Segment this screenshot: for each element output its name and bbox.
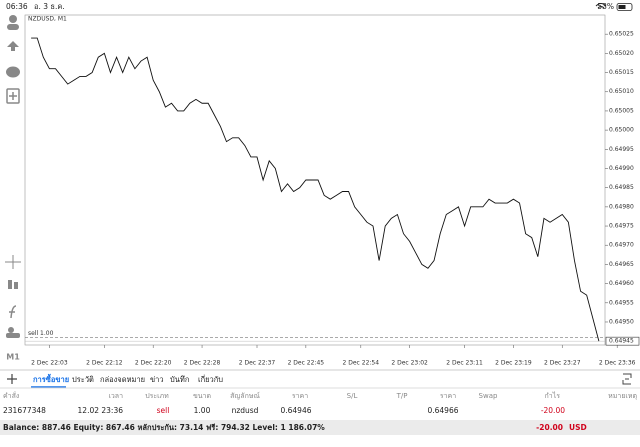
layout-button[interactable] bbox=[622, 373, 632, 385]
x-tick-label: 2 Dec 22:28 bbox=[184, 360, 221, 367]
y-tick-label: 0.65010 bbox=[609, 88, 634, 95]
wifi-icon bbox=[595, 3, 607, 9]
new-order-icon[interactable] bbox=[6, 88, 20, 104]
x-tick-label: 2 Dec 22:03 bbox=[31, 360, 68, 367]
column-header: เวลา bbox=[108, 392, 123, 400]
x-tick-label: 2 Dec 23:11 bbox=[446, 360, 483, 367]
y-tick-label: 0.64990 bbox=[609, 165, 634, 172]
x-tick-label: 2 Dec 23:19 bbox=[495, 360, 532, 367]
cell: 1.00 bbox=[194, 406, 211, 415]
tab[interactable]: บันทึก bbox=[170, 375, 189, 384]
timeframe-button[interactable]: M1 bbox=[6, 353, 20, 362]
price-line bbox=[31, 37, 600, 342]
cell: sell bbox=[157, 406, 170, 415]
candles-icon-2 bbox=[14, 282, 18, 289]
battery-level bbox=[618, 5, 626, 9]
x-tick-label: 2 Dec 23:02 bbox=[391, 360, 428, 367]
battery-text: 53% bbox=[597, 2, 614, 11]
x-tick-label: 2 Dec 22:37 bbox=[239, 360, 276, 367]
y-tick-label: 0.65000 bbox=[609, 127, 634, 134]
column-header: Swap bbox=[479, 392, 498, 400]
account-summary: Balance: 887.46 Equity: 867.46 หลักประกั… bbox=[3, 423, 325, 432]
x-tick-label: 2 Dec 23:36 bbox=[599, 360, 636, 367]
account-icon-body bbox=[7, 24, 19, 30]
column-header: หมายเหตุ bbox=[608, 392, 637, 400]
column-header: ขนาด bbox=[193, 392, 211, 400]
y-tick-label: 0.65025 bbox=[609, 31, 634, 38]
y-tick-label: 0.64965 bbox=[609, 261, 634, 268]
objects-icon-body bbox=[6, 333, 20, 338]
toolbar bbox=[5, 15, 21, 338]
cell: 0.64946 bbox=[280, 406, 311, 415]
tab[interactable]: ประวัติ bbox=[72, 375, 94, 384]
candles-icon[interactable] bbox=[8, 280, 12, 289]
column-header: คำสั่ง bbox=[3, 391, 19, 400]
chat-icon[interactable] bbox=[6, 66, 20, 78]
y-tick-label: 0.64955 bbox=[609, 299, 634, 306]
column-header: T/P bbox=[396, 392, 408, 400]
status-time: 06:36 bbox=[6, 2, 28, 11]
y-tick-label: 0.64980 bbox=[609, 203, 634, 210]
new-order-plus bbox=[9, 92, 17, 100]
y-tick-label: 0.64975 bbox=[609, 223, 634, 230]
tab[interactable]: กล่องจดหมาย bbox=[100, 375, 145, 384]
total-profit: -20.00 bbox=[536, 423, 563, 432]
column-header: ประเภท bbox=[145, 392, 169, 400]
tab[interactable]: การซื้อขาย bbox=[33, 373, 69, 384]
chart-title: NZDUSD, M1 bbox=[28, 16, 67, 23]
y-tick-label: 0.65020 bbox=[609, 50, 634, 57]
cell: -20.00 bbox=[541, 406, 565, 415]
footer-bar bbox=[0, 420, 640, 435]
y-tick-label: 0.65005 bbox=[609, 107, 634, 114]
column-header: ราคา bbox=[292, 392, 308, 400]
order-line-label: sell 1.00 bbox=[28, 330, 54, 337]
column-header: กำไร bbox=[545, 391, 561, 400]
indicator-icon[interactable] bbox=[9, 305, 17, 319]
x-tick-label: 2 Dec 23:27 bbox=[544, 360, 581, 367]
cell: 231677348 bbox=[3, 406, 46, 415]
currency: USD bbox=[569, 423, 587, 432]
y-tick-label: 0.65015 bbox=[609, 69, 634, 76]
status-date: อ. 3 ธ.ค. bbox=[34, 2, 65, 11]
x-tick-label: 2 Dec 22:20 bbox=[135, 360, 172, 367]
x-tick-label: 2 Dec 22:45 bbox=[288, 360, 325, 367]
column-header: ราคา bbox=[440, 392, 456, 400]
battery-icon bbox=[616, 3, 633, 11]
x-tick-label: 2 Dec 22:54 bbox=[343, 360, 380, 367]
y-tick-label: 0.64995 bbox=[609, 146, 634, 153]
objects-icon[interactable] bbox=[8, 327, 14, 333]
x-tick-label: 2 Dec 22:12 bbox=[86, 360, 123, 367]
y-tick-label: 0.64960 bbox=[609, 280, 634, 287]
tab[interactable]: เกี่ยวกับ bbox=[198, 374, 223, 384]
cell: 12.02 23:36 bbox=[78, 406, 124, 415]
tab[interactable]: ข่าว bbox=[150, 375, 164, 384]
trade-icon[interactable] bbox=[7, 41, 19, 51]
price-box bbox=[605, 336, 640, 346]
y-tick-label: 0.64950 bbox=[609, 318, 634, 325]
y-tick-label: 0.64985 bbox=[609, 184, 634, 191]
cell: 0.64966 bbox=[427, 406, 458, 415]
column-header: สัญลักษณ์ bbox=[230, 392, 260, 400]
column-header: S/L bbox=[347, 392, 358, 400]
crosshair-icon[interactable] bbox=[5, 255, 21, 269]
y-tick-label: 0.64970 bbox=[609, 242, 634, 249]
cell: nzdusd bbox=[232, 406, 259, 415]
current-price-label: 0.64945 bbox=[609, 338, 634, 345]
account-icon[interactable] bbox=[9, 15, 17, 23]
add-button[interactable] bbox=[7, 374, 17, 384]
